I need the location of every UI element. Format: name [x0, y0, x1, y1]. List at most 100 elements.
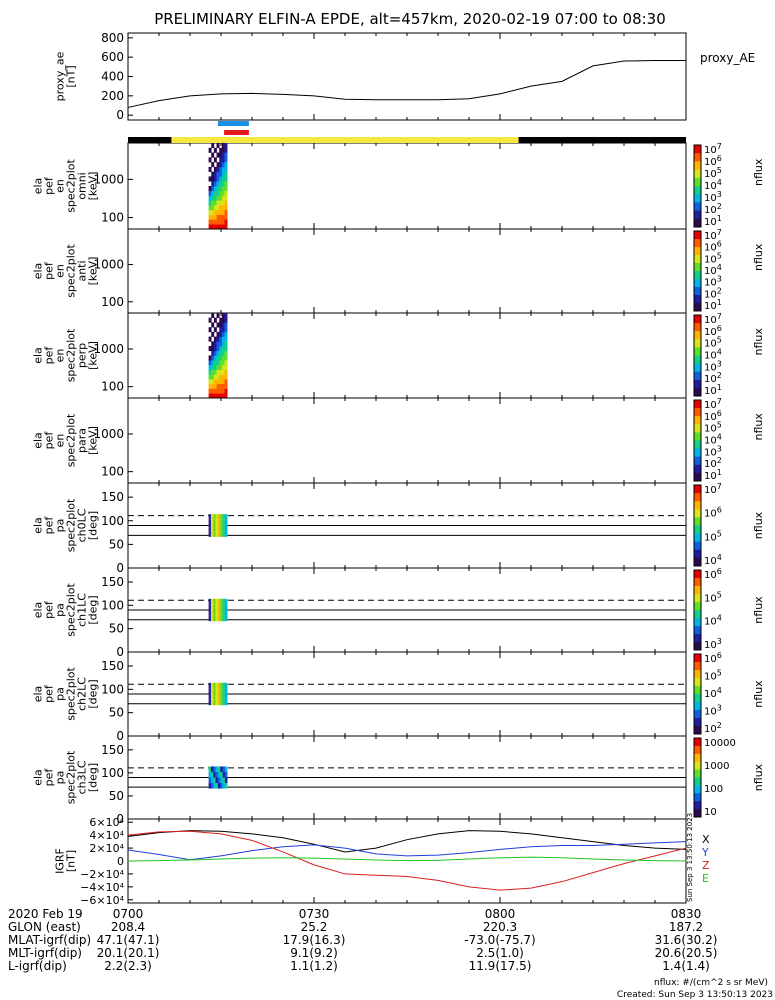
colorbar-cell: [694, 590, 701, 592]
orbit-value: 25.2: [301, 920, 328, 934]
heatmap-cell: [222, 783, 226, 789]
colorbar-cell: [694, 325, 701, 328]
y-axis-label: IGRF[nT]: [54, 848, 78, 874]
heatmap-cell: [213, 519, 216, 526]
heatmap-cell: [216, 388, 220, 394]
heatmap-cell: [221, 209, 225, 215]
heatmap-cell: [208, 615, 212, 622]
orbit-value: 187.2: [669, 920, 703, 934]
colorbar-cell: [694, 336, 701, 339]
colorbar-cell: [694, 233, 701, 236]
heatmap-cell: [224, 355, 228, 361]
colorbar-cell: [694, 772, 701, 775]
heatmap-cell: [215, 682, 219, 689]
heatmap-cell: [208, 682, 212, 689]
colorbar-cell: [694, 288, 701, 291]
colorbar-cell: [694, 769, 701, 772]
y-tick-label: 1000: [93, 172, 124, 186]
colorbar-cell: [694, 213, 701, 216]
heatmap-cell: [208, 379, 212, 385]
colorbar-cell: [694, 489, 701, 491]
colorbar-tick-label: 101: [704, 468, 722, 482]
created-note: Created: Sun Sep 3 13:50:13 2023: [617, 990, 773, 1000]
colorbar-tick-label: 102: [704, 202, 722, 216]
colorbar-cell: [694, 195, 701, 198]
colorbar-cell: [694, 449, 701, 452]
orbit-value: 208.4: [111, 920, 145, 934]
colorbar-cell: [694, 149, 701, 151]
colorbar-cell: [694, 243, 701, 245]
heatmap-cell: [211, 383, 215, 389]
colorbar-cell: [694, 191, 701, 194]
colorbar-cell: [694, 655, 701, 658]
colorbar-tick-label: 103: [704, 275, 722, 289]
colorbar-cell: [694, 507, 701, 510]
colorbar-cell: [694, 514, 701, 517]
heatmap-cell: [221, 152, 225, 158]
heatmap-cell: [219, 181, 223, 187]
colorbar-cell: [694, 206, 701, 209]
colorbar-cell: [694, 231, 701, 233]
heatmap-cell: [211, 346, 215, 352]
colorbar-frame: [693, 737, 702, 818]
heatmap-cell: [219, 327, 223, 333]
colorbar-cell: [694, 520, 701, 522]
colorbar-label: nflux: [752, 158, 765, 186]
orbit-value: -73.0(-75.7): [464, 933, 535, 947]
heatmap-cell: [224, 766, 228, 772]
colorbar-cell: [694, 409, 701, 412]
colorbar-cell: [694, 168, 701, 171]
y-axis-label-line: pef: [43, 684, 56, 703]
colorbar-cell: [694, 788, 701, 790]
colorbar-cell: [694, 151, 701, 154]
heatmap-cell: [208, 200, 212, 206]
y-axis-label-line: en: [54, 264, 67, 278]
colorbar-cell: [694, 663, 701, 666]
colorbar-cell: [694, 169, 701, 172]
colorbar-cell: [694, 391, 701, 394]
heatmap-cell: [211, 355, 215, 361]
heatmap-cell: [213, 190, 217, 196]
orbit-time-tick: 0830: [671, 907, 702, 921]
colorbar-cell: [694, 417, 701, 420]
heatmap-cell: [219, 355, 223, 361]
colorbar-cell: [694, 510, 701, 513]
colorbar-cell: [694, 619, 701, 622]
heatmap-cell: [211, 214, 215, 220]
heatmap-cell: [211, 143, 215, 149]
colorbar-cell: [694, 616, 701, 619]
colorbar-cell: [694, 374, 701, 377]
colorbar-cell: [694, 600, 701, 603]
colorbar-cell: [694, 490, 701, 493]
heatmap-cell: [213, 783, 216, 789]
y-tick-label: −4×10⁴: [80, 881, 124, 894]
colorbar-cell: [694, 710, 701, 712]
colorbar-cell: [694, 509, 701, 512]
heatmap-cell: [213, 604, 216, 610]
colorbar-cell: [694, 327, 701, 329]
colorbar-cell: [694, 791, 701, 794]
colorbar-cell: [694, 364, 701, 367]
colorbar-cell: [694, 145, 701, 147]
heatmap-cell: [220, 694, 223, 700]
colorbar-cell: [694, 406, 701, 409]
ae-line: [127, 60, 686, 108]
colorbar-cell: [694, 602, 701, 604]
colorbar-tick-label: 105: [704, 336, 722, 350]
colorbar-cell: [694, 201, 701, 203]
timestamp-stamp: Sun Sep 3 13:50:13 2023: [686, 813, 694, 902]
colorbar-cell: [694, 720, 701, 723]
colorbar-cell: [694, 764, 701, 767]
heatmap-cell: [210, 525, 214, 532]
heatmap-cell: [211, 195, 215, 201]
colorbar-cell: [694, 205, 701, 207]
heatmap-cell: [222, 771, 226, 778]
colorbar-cell: [694, 763, 701, 765]
heatmap-cell: [213, 598, 216, 605]
colorbar-cell: [694, 738, 701, 740]
heatmap-cell: [224, 143, 228, 149]
colorbar-cell: [694, 249, 701, 252]
heatmap-cell: [208, 514, 212, 520]
colorbar-cell: [694, 402, 701, 405]
